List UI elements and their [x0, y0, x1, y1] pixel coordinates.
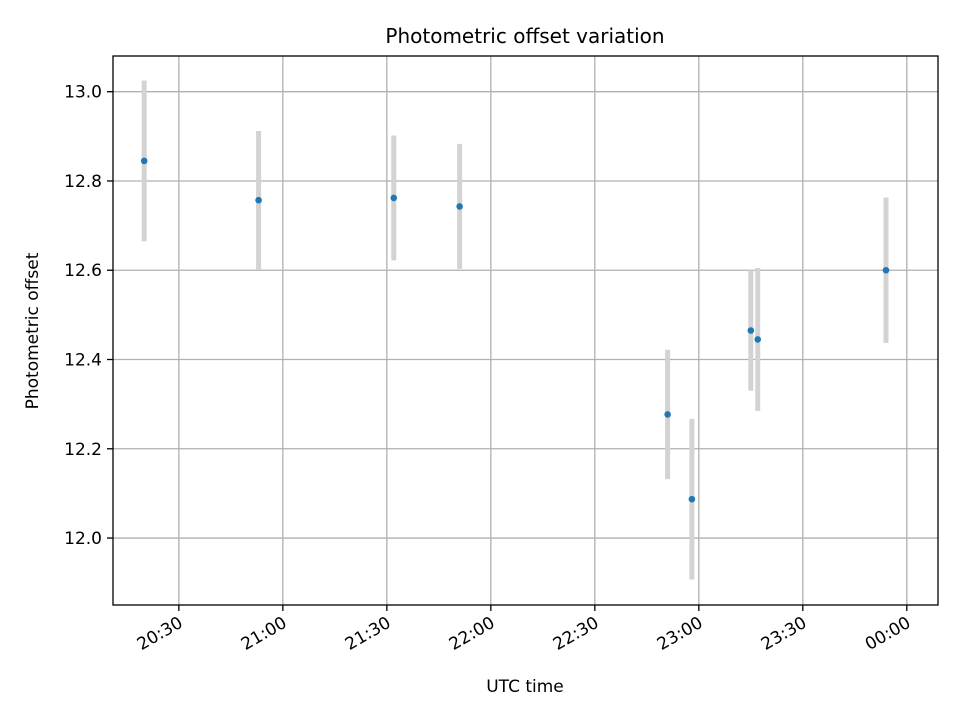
chart-title: Photometric offset variation [385, 24, 664, 48]
x-tick-label: 23:00 [654, 613, 706, 655]
y-tick-label: 12.0 [64, 529, 102, 549]
y-tick-label: 13.0 [64, 83, 102, 103]
data-point [747, 327, 755, 334]
data-point [688, 495, 696, 503]
data-point [390, 194, 398, 202]
data-point [664, 411, 671, 418]
data-point [754, 336, 762, 343]
error-bars [141, 80, 889, 580]
x-tick-label: 21:30 [342, 613, 394, 655]
y-tick-label: 12.4 [64, 351, 102, 371]
y-tick-label: 12.8 [64, 172, 102, 192]
plot-frame [112, 55, 939, 606]
x-tick-label: 22:30 [550, 613, 602, 655]
x-tick-label: 22:00 [446, 613, 498, 655]
data-point [140, 157, 148, 165]
x-tick-label: 20:30 [134, 613, 186, 655]
y-tick-label: 12.6 [64, 261, 102, 281]
x-tick-label: 00:00 [862, 613, 914, 655]
data-point [456, 203, 463, 210]
x-axis-label: UTC time [486, 677, 564, 697]
axis-ticks: 20:30 21:00 21:30 22:00 22:30 23:00 23:30 00:00… [64, 83, 914, 655]
x-tick-label: 23:30 [758, 613, 810, 655]
data-point [882, 266, 890, 274]
grid-lines [113, 56, 938, 605]
data-points [140, 157, 890, 503]
y-tick-label: 12.2 [64, 440, 102, 460]
data-point [255, 196, 262, 204]
y-axis-label: Photometric offset [23, 252, 43, 409]
x-tick-label: 21:00 [238, 613, 290, 655]
